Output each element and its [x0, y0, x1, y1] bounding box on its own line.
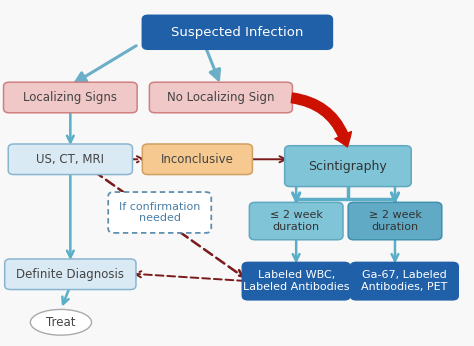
Text: Suspected Infection: Suspected Infection	[171, 26, 303, 39]
FancyBboxPatch shape	[242, 262, 350, 300]
FancyBboxPatch shape	[249, 202, 343, 240]
Text: Inconclusive: Inconclusive	[161, 153, 234, 166]
FancyArrowPatch shape	[291, 93, 351, 147]
Text: Definite Diagnosis: Definite Diagnosis	[16, 268, 124, 281]
Text: Localizing Signs: Localizing Signs	[23, 91, 118, 104]
FancyBboxPatch shape	[8, 144, 132, 174]
Text: Scintigraphy: Scintigraphy	[309, 160, 387, 173]
Text: ≥ 2 week
duration: ≥ 2 week duration	[369, 210, 421, 232]
FancyBboxPatch shape	[3, 82, 137, 113]
FancyBboxPatch shape	[149, 82, 292, 113]
FancyBboxPatch shape	[285, 146, 411, 186]
Text: Ga-67, Labeled
Antibodies, PET: Ga-67, Labeled Antibodies, PET	[361, 270, 447, 292]
Ellipse shape	[30, 309, 91, 335]
FancyBboxPatch shape	[350, 262, 458, 300]
Text: No Localizing Sign: No Localizing Sign	[167, 91, 274, 104]
Text: ≤ 2 week
duration: ≤ 2 week duration	[270, 210, 323, 232]
FancyBboxPatch shape	[142, 15, 332, 49]
Text: US, CT, MRI: US, CT, MRI	[36, 153, 104, 166]
FancyBboxPatch shape	[108, 192, 211, 233]
Text: Treat: Treat	[46, 316, 76, 329]
FancyBboxPatch shape	[5, 259, 136, 290]
Text: Labeled WBC,
Labeled Antibodies: Labeled WBC, Labeled Antibodies	[243, 270, 349, 292]
FancyBboxPatch shape	[348, 202, 442, 240]
FancyBboxPatch shape	[142, 144, 253, 174]
Text: If confirmation
needed: If confirmation needed	[119, 202, 201, 223]
